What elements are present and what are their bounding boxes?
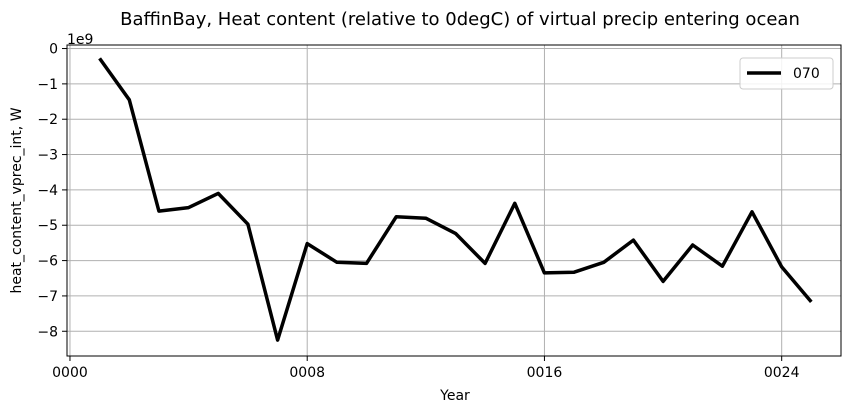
x-tick-label: 0008 [289,365,325,381]
y-tick-label: −6 [37,254,58,270]
x-axis-label: Year [439,388,470,404]
y-axis-label: heat_content_vprec_int, W [9,107,25,293]
plot-frame [66,44,842,357]
y-tick-label: −4 [37,183,58,199]
y-tick-label: −7 [37,289,58,305]
y-tick-label: −5 [37,218,58,234]
series-line-070 [98,57,813,342]
y-tick-label: −1 [37,77,58,93]
grid-lines [67,45,841,356]
axis-ticks: 0000 0008 0016 0024 0 −1 −2 −3 −4 −5 −6 −7 −8 [37,42,799,381]
series-layer [98,57,813,342]
x-tick-label: 0000 [52,365,88,381]
x-tick-label: 0016 [527,365,563,381]
chart-title: BaffinBay, Heat content (relative to 0de… [120,9,800,30]
legend-box [739,57,834,90]
y-tick-label: −8 [37,324,58,340]
x-tick-label: 0024 [764,365,800,381]
y-axis-offset-label: 1e9 [67,32,93,48]
legend: 070 [739,57,834,90]
y-tick-label: −2 [37,112,58,128]
y-tick-label: 0 [49,42,58,58]
legend-entry-070: 070 [793,66,820,82]
y-tick-label: −3 [37,148,58,164]
